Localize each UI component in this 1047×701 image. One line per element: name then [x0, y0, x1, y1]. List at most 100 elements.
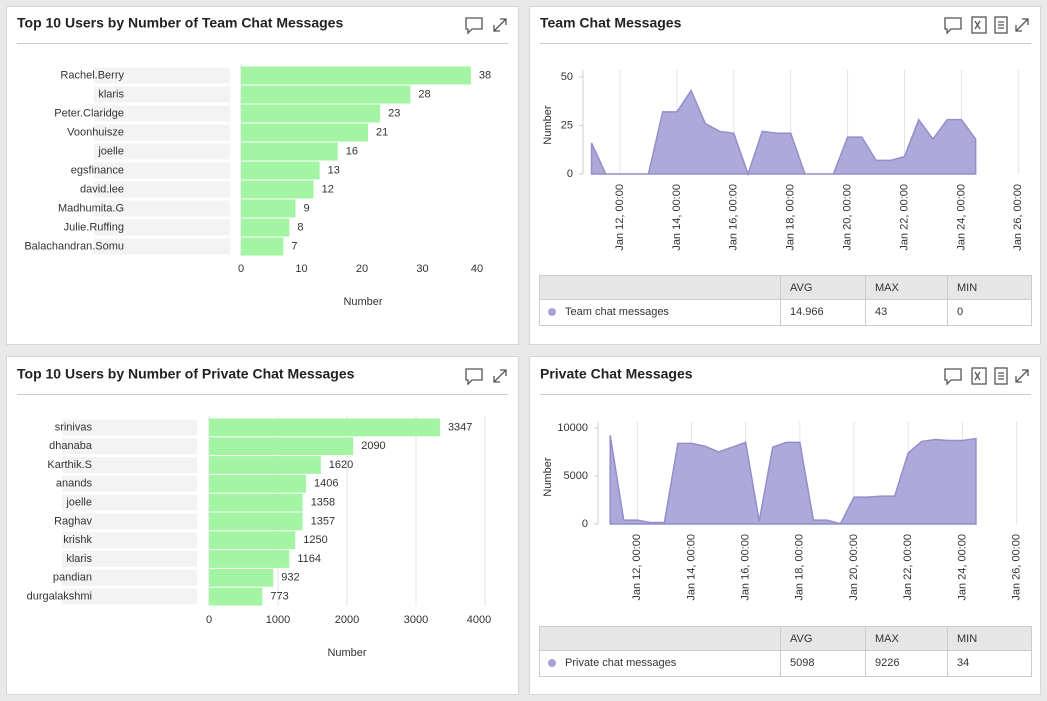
- excel-icon[interactable]: [971, 367, 987, 385]
- bar: [209, 418, 440, 437]
- panel-title: Private Chat Messages: [540, 366, 693, 382]
- comment-icon[interactable]: [465, 17, 483, 35]
- category-label: Karthik.S: [47, 459, 92, 471]
- name-mask: [62, 588, 197, 605]
- x-tick-label: Jan 18, 00:00: [794, 534, 806, 601]
- bar: [209, 550, 290, 568]
- x-axis-label: Number: [343, 296, 382, 308]
- value-label: 38: [479, 69, 491, 81]
- category-label: Madhumita.G: [58, 202, 124, 214]
- x-tick-label: Jan 12, 00:00: [614, 184, 626, 251]
- table-header: [540, 627, 1031, 650]
- x-tick-label: Jan 22, 00:00: [902, 534, 914, 601]
- x-tick-label: Jan 26, 00:00: [1010, 534, 1022, 601]
- doc-icon[interactable]: [994, 367, 1008, 385]
- bar: [209, 437, 354, 456]
- category-label: srinivas: [55, 421, 93, 433]
- table-cell: 0: [957, 306, 963, 318]
- category-label: Balachandran.Somu: [24, 240, 124, 252]
- value-label: 1620: [329, 459, 353, 471]
- value-label: 3347: [448, 421, 472, 433]
- category-label: joelle: [65, 497, 92, 509]
- comment-icon[interactable]: [944, 17, 962, 35]
- x-tick-label: Jan 24, 00:00: [956, 534, 968, 601]
- x-tick-label: 0: [206, 614, 212, 626]
- comment-icon[interactable]: [465, 368, 483, 386]
- legend-label: Private chat messages: [565, 657, 677, 669]
- bar: [209, 493, 303, 512]
- bar: [241, 85, 411, 104]
- value-label: 1406: [314, 478, 338, 490]
- x-tick-label: 4000: [467, 614, 491, 626]
- x-tick-label: 3000: [404, 614, 428, 626]
- value-label: 21: [376, 126, 388, 138]
- name-mask: [62, 457, 197, 473]
- name-mask: [94, 124, 230, 141]
- legend-marker: [548, 308, 556, 316]
- x-tick-label: 40: [471, 263, 483, 275]
- value-label: 932: [281, 572, 299, 584]
- bar: [209, 474, 307, 493]
- x-tick-label: Jan 20, 00:00: [848, 534, 860, 601]
- table-header-label: AVG: [790, 633, 812, 645]
- bar: [241, 142, 338, 161]
- doc-icon[interactable]: [994, 16, 1008, 34]
- category-label: durgalakshmi: [27, 591, 92, 603]
- x-axis-label: Number: [327, 647, 366, 659]
- category-label: egsfinance: [71, 164, 124, 176]
- y-tick-label: 25: [561, 119, 573, 131]
- name-mask: [62, 475, 197, 492]
- name-mask: [62, 419, 197, 436]
- category-label: Julie.Ruffing: [64, 221, 124, 233]
- name-mask: [94, 143, 230, 160]
- expand-icon[interactable]: [493, 369, 507, 383]
- value-label: 13: [328, 164, 340, 176]
- expand-icon[interactable]: [493, 18, 507, 32]
- name-mask: [94, 162, 230, 179]
- table-header-label: MAX: [875, 282, 900, 294]
- table-header-label: MIN: [957, 282, 977, 294]
- bar: [241, 104, 381, 123]
- table-cell: 43: [875, 306, 887, 318]
- x-tick-label: 30: [416, 263, 428, 275]
- table-cell: 9226: [875, 657, 899, 669]
- x-tick-label: Jan 20, 00:00: [842, 184, 854, 251]
- x-tick-label: 1000: [266, 614, 290, 626]
- expand-icon[interactable]: [1015, 18, 1029, 32]
- bar: [241, 237, 284, 256]
- y-tick-label: 0: [567, 168, 573, 180]
- bar: [241, 180, 314, 199]
- panel-title: Top 10 Users by Number of Team Chat Mess…: [17, 15, 343, 31]
- bar: [241, 199, 296, 218]
- x-tick-label: 2000: [335, 614, 359, 626]
- bar: [209, 512, 303, 531]
- y-tick-label: 5000: [564, 470, 588, 482]
- x-tick-label: Jan 12, 00:00: [631, 534, 643, 601]
- value-label: 1357: [311, 515, 335, 527]
- category-label: pandian: [53, 572, 92, 584]
- panel-title: Top 10 Users by Number of Private Chat M…: [17, 366, 355, 382]
- area: [609, 435, 977, 525]
- excel-icon[interactable]: [971, 16, 987, 34]
- category-label: joelle: [97, 145, 124, 157]
- y-tick-label: 50: [561, 71, 573, 83]
- value-label: 9: [303, 202, 309, 214]
- value-label: 1250: [303, 534, 327, 546]
- x-tick-label: Jan 16, 00:00: [728, 184, 740, 251]
- name-mask: [94, 238, 230, 255]
- name-mask: [62, 532, 197, 549]
- x-tick-label: Jan 16, 00:00: [740, 534, 752, 601]
- bar: [241, 161, 320, 180]
- name-mask: [94, 219, 230, 236]
- bar: [209, 531, 296, 550]
- name-mask: [62, 438, 197, 455]
- legend-label: Team chat messages: [565, 306, 669, 318]
- y-tick-label: 0: [582, 518, 588, 530]
- x-tick-label: Jan 22, 00:00: [898, 184, 910, 251]
- expand-icon[interactable]: [1015, 369, 1029, 383]
- value-label: 773: [270, 591, 288, 603]
- comment-icon[interactable]: [944, 368, 962, 386]
- name-mask: [94, 105, 230, 122]
- x-tick-label: 20: [356, 263, 368, 275]
